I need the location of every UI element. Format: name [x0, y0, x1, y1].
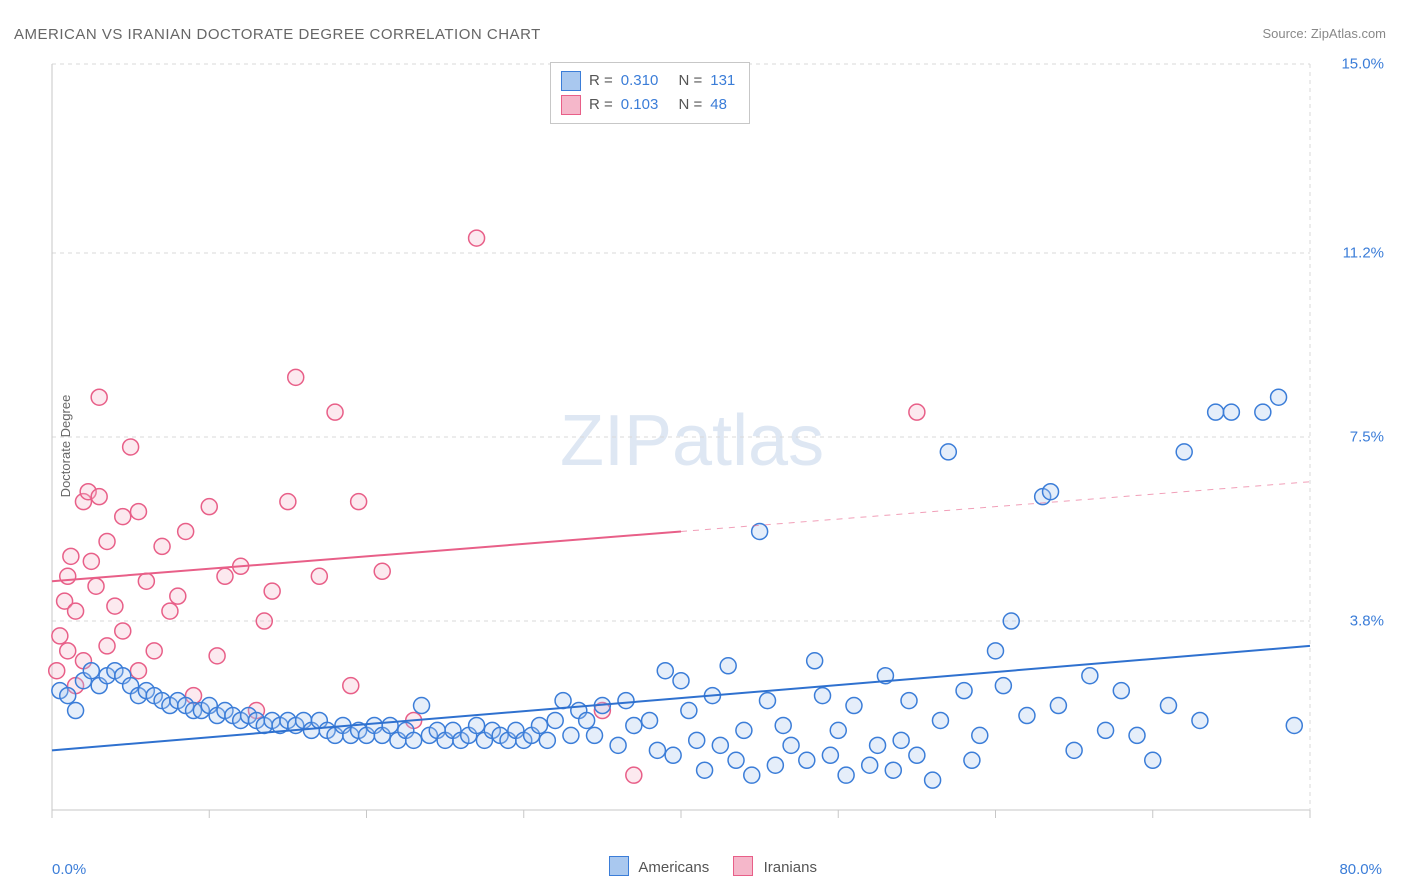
correlation-box: R = 0.310 N = 131 R = 0.103 N = 48	[550, 62, 750, 124]
legend-label-americans: Americans	[638, 859, 709, 876]
y-tick-label: 11.2%	[1343, 244, 1384, 261]
legend-swatch-americans-icon	[609, 856, 629, 876]
legend-swatch-iranians-icon	[733, 856, 753, 876]
y-tick-label: 3.8%	[1350, 613, 1384, 630]
legend-label-iranians: Iranians	[764, 859, 817, 876]
r-value-americans: 0.310	[621, 69, 659, 93]
n-label: N =	[678, 69, 702, 93]
n-value-americans: 131	[710, 69, 735, 93]
n-value-iranians: 48	[710, 93, 727, 117]
correlation-row-americans: R = 0.310 N = 131	[561, 69, 735, 93]
correlation-row-iranians: R = 0.103 N = 48	[561, 93, 735, 117]
y-tick-label: 15.0%	[1341, 56, 1384, 73]
n-label: N =	[678, 93, 702, 117]
r-label: R =	[589, 93, 613, 117]
source-label: Source: ZipAtlas.com	[1262, 26, 1386, 41]
r-label: R =	[589, 69, 613, 93]
swatch-americans-icon	[561, 71, 581, 91]
r-value-iranians: 0.103	[621, 93, 659, 117]
bottom-legend: Americans Iranians	[0, 856, 1406, 876]
chart-title: AMERICAN VS IRANIAN DOCTORATE DEGREE COR…	[14, 26, 541, 43]
scatter-plot	[48, 60, 1368, 840]
swatch-iranians-icon	[561, 95, 581, 115]
y-tick-label: 7.5%	[1350, 429, 1384, 446]
